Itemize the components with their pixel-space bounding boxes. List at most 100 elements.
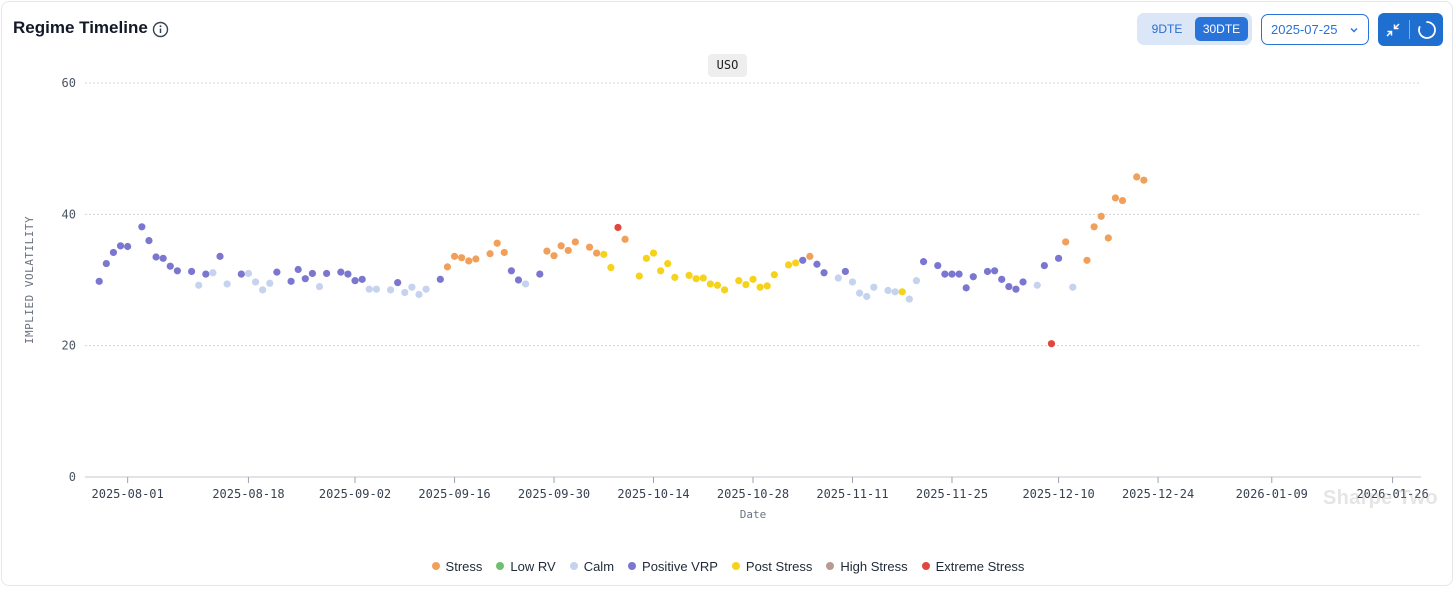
data-point[interactable] bbox=[1012, 285, 1020, 293]
data-point[interactable] bbox=[550, 252, 558, 260]
data-point[interactable] bbox=[756, 283, 764, 291]
legend-item[interactable]: Post Stress bbox=[731, 559, 812, 574]
data-point[interactable] bbox=[1047, 340, 1056, 348]
data-point[interactable] bbox=[315, 282, 324, 291]
data-point[interactable] bbox=[593, 249, 601, 257]
data-point[interactable] bbox=[202, 270, 210, 278]
data-point[interactable] bbox=[749, 275, 757, 283]
data-point[interactable] bbox=[998, 275, 1006, 283]
legend-item[interactable]: Calm bbox=[569, 559, 614, 574]
legend-item[interactable]: Positive VRP bbox=[628, 559, 718, 574]
data-point[interactable] bbox=[863, 292, 871, 301]
data-point[interactable] bbox=[671, 273, 679, 281]
data-point[interactable] bbox=[1054, 254, 1063, 262]
data-point[interactable] bbox=[1090, 223, 1098, 231]
data-point[interactable] bbox=[259, 286, 267, 294]
data-point[interactable] bbox=[514, 276, 523, 284]
data-point[interactable] bbox=[600, 250, 608, 258]
data-point[interactable] bbox=[472, 255, 480, 263]
data-point[interactable] bbox=[386, 286, 395, 294]
data-point[interactable] bbox=[585, 243, 594, 251]
data-point[interactable] bbox=[664, 259, 672, 268]
data-point[interactable] bbox=[820, 269, 828, 277]
data-point[interactable] bbox=[301, 275, 309, 283]
data-point[interactable] bbox=[1033, 281, 1041, 289]
data-point[interactable] bbox=[95, 277, 103, 285]
data-point[interactable] bbox=[1133, 173, 1141, 181]
data-point[interactable] bbox=[458, 254, 466, 262]
data-point[interactable] bbox=[521, 280, 530, 288]
data-point[interactable] bbox=[763, 282, 771, 290]
data-point[interactable] bbox=[507, 267, 515, 275]
data-point[interactable] bbox=[536, 270, 544, 278]
data-point[interactable] bbox=[209, 269, 217, 277]
data-point[interactable] bbox=[173, 267, 181, 275]
data-point[interactable] bbox=[905, 295, 913, 303]
data-point[interactable] bbox=[443, 263, 452, 271]
data-point[interactable] bbox=[941, 270, 949, 278]
data-point[interactable] bbox=[841, 267, 849, 276]
data-point[interactable] bbox=[884, 286, 892, 295]
data-point[interactable] bbox=[557, 242, 565, 250]
data-point[interactable] bbox=[706, 280, 714, 288]
data-point[interactable] bbox=[1140, 176, 1148, 184]
data-point[interactable] bbox=[166, 262, 174, 270]
data-point[interactable] bbox=[685, 271, 693, 280]
data-point[interactable] bbox=[465, 257, 473, 265]
data-point[interactable] bbox=[799, 256, 807, 264]
data-point[interactable] bbox=[408, 283, 416, 291]
data-point[interactable] bbox=[657, 267, 665, 275]
chart-actions-button[interactable] bbox=[1378, 13, 1443, 46]
data-point[interactable] bbox=[891, 288, 899, 296]
data-point[interactable] bbox=[195, 281, 203, 289]
data-point[interactable] bbox=[692, 275, 700, 283]
data-point[interactable] bbox=[991, 267, 999, 275]
data-point[interactable] bbox=[394, 279, 402, 287]
data-point[interactable] bbox=[571, 238, 579, 246]
data-point[interactable] bbox=[351, 277, 359, 285]
data-point[interactable] bbox=[500, 248, 508, 257]
data-point[interactable] bbox=[919, 258, 928, 266]
data-point[interactable] bbox=[969, 273, 977, 281]
data-point[interactable] bbox=[621, 235, 629, 243]
data-point[interactable] bbox=[1104, 234, 1112, 242]
data-point[interactable] bbox=[1111, 194, 1120, 202]
data-point[interactable] bbox=[358, 275, 366, 283]
data-point[interactable] bbox=[784, 261, 793, 269]
data-point[interactable] bbox=[934, 261, 942, 270]
dte-option-30dte[interactable]: 30DTE bbox=[1195, 17, 1248, 41]
data-point[interactable] bbox=[834, 274, 842, 282]
data-point[interactable] bbox=[962, 284, 970, 292]
data-point[interactable] bbox=[1069, 283, 1077, 291]
data-point[interactable] bbox=[948, 270, 956, 278]
legend-item[interactable]: Extreme Stress bbox=[921, 559, 1024, 574]
data-point[interactable] bbox=[720, 286, 729, 294]
data-point[interactable] bbox=[138, 223, 146, 231]
data-point[interactable] bbox=[273, 268, 281, 276]
data-point[interactable] bbox=[145, 237, 153, 245]
data-point[interactable] bbox=[159, 254, 167, 262]
data-point[interactable] bbox=[223, 280, 231, 288]
data-point[interactable] bbox=[735, 277, 743, 285]
data-point[interactable] bbox=[564, 246, 572, 255]
data-point[interactable] bbox=[216, 252, 224, 260]
data-point[interactable] bbox=[543, 247, 551, 255]
data-point[interactable] bbox=[912, 277, 921, 285]
data-point[interactable] bbox=[308, 269, 317, 278]
data-point[interactable] bbox=[699, 274, 707, 282]
data-point[interactable] bbox=[124, 242, 132, 251]
data-point[interactable] bbox=[806, 252, 814, 260]
data-point[interactable] bbox=[742, 280, 750, 289]
data-point[interactable] bbox=[372, 285, 380, 293]
data-point[interactable] bbox=[294, 265, 302, 274]
dte-option-9dte[interactable]: 9DTE bbox=[1151, 22, 1183, 36]
data-point[interactable] bbox=[1062, 238, 1070, 246]
data-point[interactable] bbox=[422, 285, 430, 293]
data-point[interactable] bbox=[337, 268, 345, 276]
info-icon[interactable] bbox=[152, 21, 169, 38]
data-point[interactable] bbox=[1118, 196, 1127, 205]
date-select[interactable]: 2025-07-25 bbox=[1261, 14, 1369, 45]
data-point[interactable] bbox=[109, 248, 118, 257]
data-point[interactable] bbox=[983, 267, 992, 276]
data-point[interactable] bbox=[792, 259, 800, 267]
